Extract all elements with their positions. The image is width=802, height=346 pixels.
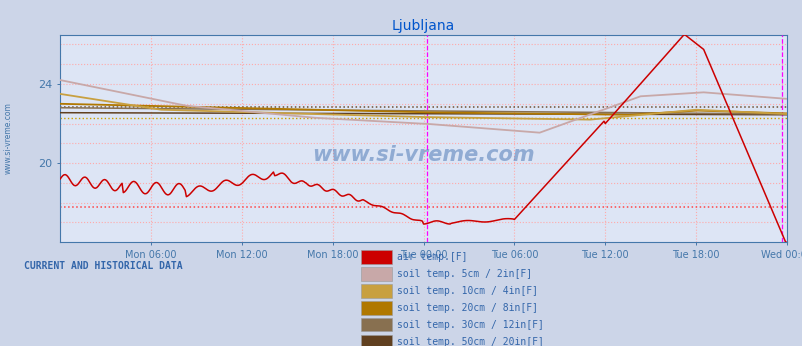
Bar xyxy=(361,250,391,264)
Bar xyxy=(361,267,391,281)
Text: www.si-vreme.com: www.si-vreme.com xyxy=(3,102,13,174)
Text: soil temp. 50cm / 20in[F]: soil temp. 50cm / 20in[F] xyxy=(397,337,544,346)
Text: air temp.[F]: air temp.[F] xyxy=(397,252,468,262)
Text: www.si-vreme.com: www.si-vreme.com xyxy=(312,145,534,165)
Text: soil temp. 10cm / 4in[F]: soil temp. 10cm / 4in[F] xyxy=(397,286,538,296)
Title: Ljubljana: Ljubljana xyxy=(391,19,455,34)
Text: soil temp. 5cm / 2in[F]: soil temp. 5cm / 2in[F] xyxy=(397,269,532,279)
Bar xyxy=(361,284,391,298)
Bar xyxy=(361,335,391,346)
Bar xyxy=(361,301,391,315)
Text: CURRENT AND HISTORICAL DATA: CURRENT AND HISTORICAL DATA xyxy=(24,261,183,271)
Text: soil temp. 20cm / 8in[F]: soil temp. 20cm / 8in[F] xyxy=(397,303,538,313)
Bar xyxy=(361,318,391,331)
Text: soil temp. 30cm / 12in[F]: soil temp. 30cm / 12in[F] xyxy=(397,320,544,330)
